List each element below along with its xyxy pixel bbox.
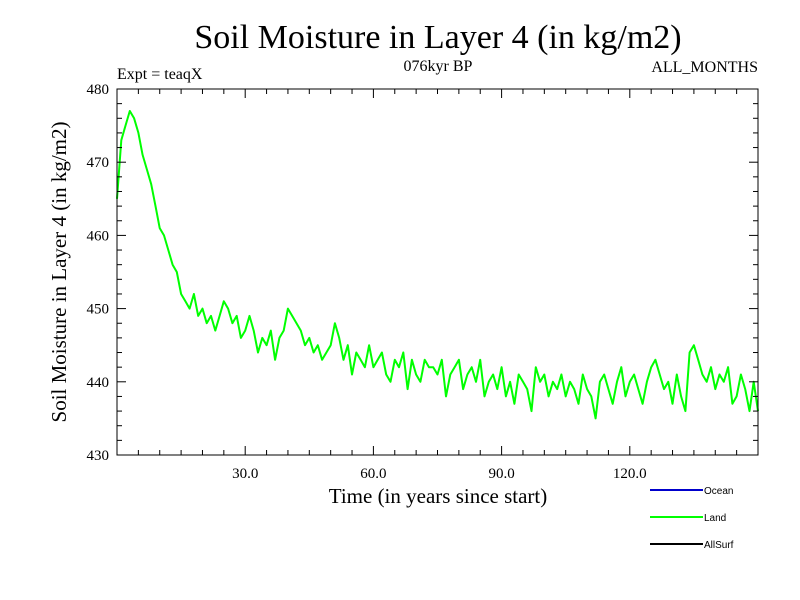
y-tick-label: 480 [87, 82, 110, 98]
y-tick-label: 470 [87, 155, 110, 171]
legend-label-ocean: Ocean [704, 486, 733, 497]
plot-frame [116, 88, 759, 456]
chart-title: Soil Moisture in Layer 4 (in kg/m2) [194, 19, 681, 56]
legend-label-allsurf: AllSurf [704, 540, 734, 551]
x-tick-label: 120.0 [613, 466, 647, 482]
x-axis-label: Time (in years since start) [329, 484, 548, 508]
x-tick-label: 30.0 [232, 466, 258, 482]
period-label: 076kyr BP [404, 58, 473, 75]
experiment-label: Expt = teaqX [117, 66, 203, 83]
x-tick-label: 90.0 [488, 466, 514, 482]
plot-area: 30.0 60.0 90.0 120.0 430 440 450 460 470 480 [87, 82, 759, 482]
x-tick-label: 60.0 [360, 466, 386, 482]
y-tick-label: 450 [87, 302, 110, 318]
y-tick-label: 460 [87, 228, 110, 244]
y-tick-label: 430 [87, 448, 110, 464]
months-label: ALL_MONTHS [651, 59, 758, 76]
series-line-land [116, 110, 759, 420]
legend: Ocean Land AllSurf [650, 486, 734, 551]
y-tick-label: 440 [87, 375, 110, 391]
legend-label-land: Land [704, 513, 726, 524]
y-axis-label: Soil Moisture in Layer 4 (in kg/m2) [47, 122, 71, 423]
